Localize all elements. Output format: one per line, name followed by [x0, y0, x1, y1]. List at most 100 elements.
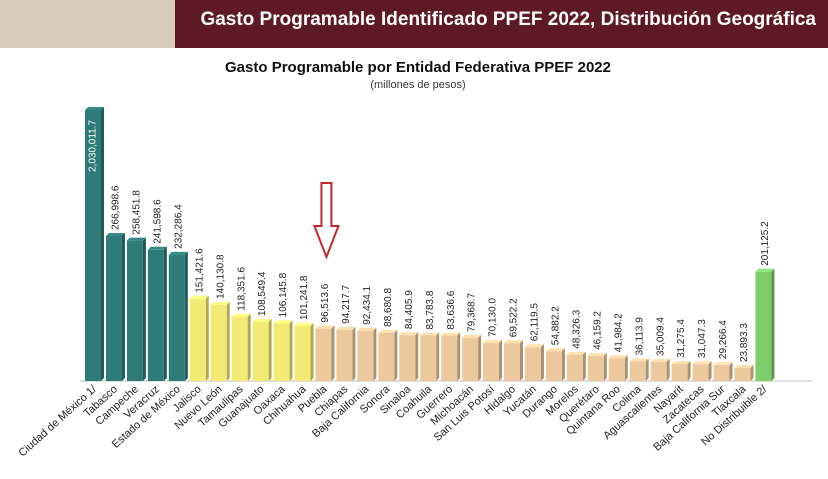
bar-top-face — [545, 348, 565, 352]
bar-side-face — [603, 352, 607, 381]
bar-side-face — [561, 348, 565, 381]
value-label-chihuahua: 101,241.8 — [299, 275, 310, 320]
value-label-aguascalientes: 35,009.4 — [655, 317, 666, 356]
bar-front-face — [462, 337, 479, 381]
value-label-tlaxcala: 23,893.3 — [739, 323, 750, 362]
value-label-veracruz: 241,598.6 — [152, 199, 163, 244]
bar-side-face — [121, 233, 125, 381]
bar-nuevo-leon — [210, 301, 230, 381]
bar-tabasco — [105, 233, 125, 381]
value-label-yucatan: 62,119.5 — [530, 303, 541, 342]
bar-side-face — [750, 365, 754, 381]
header-banner: Gasto Programable Identificado PPEF 2022… — [0, 0, 828, 48]
bar-top-face — [566, 351, 586, 355]
value-label-ciudad-de-mexico-1: 2,030,011.7 — [88, 119, 99, 172]
bar-front-face — [189, 298, 206, 381]
bar-top-face — [231, 313, 251, 317]
value-label-oaxaca: 106,145.8 — [278, 272, 289, 317]
bar-sinaloa — [399, 332, 419, 381]
bar-top-face — [399, 332, 419, 336]
bar-front-face — [147, 249, 164, 381]
bar-side-face — [457, 332, 461, 381]
bar-front-face — [231, 316, 248, 381]
bar-chiapas — [336, 326, 356, 381]
bar-front-face — [650, 361, 667, 381]
bar-side-face — [540, 344, 544, 381]
bar-front-face — [273, 323, 290, 381]
value-label-coahuila: 83,783.8 — [425, 290, 436, 329]
bar-side-face — [331, 325, 335, 381]
bar-side-face — [771, 268, 775, 381]
bar-top-face — [336, 326, 356, 330]
bar-top-face — [755, 268, 775, 272]
bar-top-face — [168, 251, 188, 255]
bar-yucatan — [524, 344, 544, 381]
bar-guanajuato — [252, 319, 272, 381]
bar-nayarit — [671, 361, 691, 381]
bar-front-face — [294, 326, 311, 381]
bar-side-face — [415, 332, 419, 381]
bar-side-face — [352, 326, 356, 381]
value-label-queretaro: 46,159.2 — [592, 311, 603, 350]
bar-michoacan — [462, 334, 482, 381]
bar-side-face — [499, 339, 503, 381]
value-label-jalisco: 151,421.6 — [194, 248, 205, 293]
value-label-estado-de-mexico: 232,286.4 — [173, 204, 184, 249]
bar-side-face — [184, 251, 188, 381]
bar-front-face — [210, 304, 227, 381]
bar-top-face — [671, 361, 691, 365]
value-label-durango: 54,882.2 — [551, 306, 562, 345]
bar-queretaro — [587, 352, 607, 381]
bar-front-face — [252, 322, 269, 381]
bar-side-face — [478, 334, 482, 381]
bar-top-face — [483, 339, 503, 343]
value-label-tamaulipas: 118,351.6 — [236, 267, 247, 311]
bar-tamaulipas — [231, 313, 251, 381]
bar-side-face — [520, 340, 523, 381]
bar-side-face — [310, 323, 314, 381]
page-title: Gasto Programable Identificado PPEF 2022… — [200, 9, 816, 30]
bar-top-face — [147, 246, 167, 250]
value-label-puebla: 96,513.6 — [320, 283, 331, 322]
bar-front-face — [357, 330, 374, 381]
bar-top-face — [252, 319, 272, 323]
bar-front-face — [483, 342, 500, 381]
bar-front-face — [587, 355, 604, 381]
bar-colima — [629, 358, 649, 381]
value-label-sinaloa: 84,405.9 — [404, 290, 415, 329]
bar-front-face — [692, 364, 709, 381]
bar-side-face — [394, 329, 398, 381]
bar-morelos — [566, 351, 586, 381]
bar-durango — [545, 348, 565, 381]
value-label-michoacan: 79,368.7 — [467, 293, 478, 332]
bar-ciudad-de-mexico-1 — [85, 107, 104, 381]
bar-side-face — [289, 320, 293, 381]
bar-aguascalientes — [650, 358, 670, 381]
bar-no-distribuible-2 — [755, 268, 775, 381]
bar-side-face — [142, 237, 146, 381]
bar-top-face — [294, 323, 314, 327]
bar-quintana-roo — [608, 355, 628, 381]
bar-front-face — [504, 343, 520, 381]
bar-front-face — [378, 332, 395, 381]
bar-top-face — [378, 329, 398, 333]
bar-top-face — [713, 362, 733, 366]
bar-top-face — [524, 344, 544, 348]
value-labels: 2,030,011.7 266,998.6 258,451.8 241,598.6 23… — [88, 119, 771, 362]
value-label-zacatecas: 31,047.3 — [697, 319, 708, 358]
value-label-colima: 36,113.9 — [634, 317, 645, 356]
bar-front-face — [713, 365, 730, 381]
bar-side-face — [205, 295, 209, 381]
bar-side-face — [373, 327, 377, 381]
bar-front-face — [105, 236, 122, 381]
value-label-campeche: 258,451.8 — [132, 190, 143, 235]
bar-top-face — [420, 332, 440, 336]
chart-title: Gasto Programable por Entidad Federativa… — [225, 59, 611, 76]
bar-san-luis-potosi — [483, 339, 503, 381]
bar-front-face — [441, 335, 458, 381]
bar-front-face — [399, 335, 416, 381]
bar-top-face — [629, 358, 649, 362]
bar-jalisco — [189, 295, 209, 381]
value-label-hidalgo: 69,522.2 — [509, 298, 520, 337]
bar-top-face — [315, 325, 335, 329]
